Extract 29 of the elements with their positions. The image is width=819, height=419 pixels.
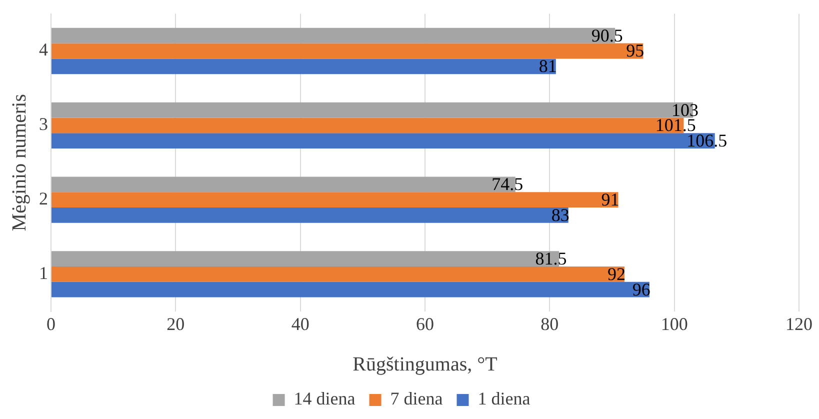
data-label: 103 bbox=[672, 100, 699, 120]
legend-label: 7 diena bbox=[390, 388, 443, 409]
legend-label: 14 diena bbox=[294, 388, 356, 409]
x-tick-label: 60 bbox=[416, 314, 434, 334]
data-label: 92 bbox=[607, 264, 626, 284]
x-tick-label: 100 bbox=[660, 314, 688, 334]
legend-label: 1 diena bbox=[478, 388, 530, 409]
x-tick-label: 0 bbox=[46, 314, 56, 334]
y-tick-label: 2 bbox=[39, 188, 48, 209]
y-tick-label: 1 bbox=[39, 262, 48, 283]
x-tick-label: 80 bbox=[540, 314, 559, 334]
bar bbox=[52, 207, 568, 223]
y-tick-label: 4 bbox=[39, 40, 48, 60]
data-label: 90.5 bbox=[591, 25, 623, 46]
bar bbox=[52, 58, 556, 74]
x-tick-label: 120 bbox=[786, 314, 812, 334]
x-tick-label: 40 bbox=[291, 314, 310, 334]
data-label: 91 bbox=[601, 190, 620, 210]
data-label: 81.5 bbox=[535, 248, 567, 269]
data-label: 74.5 bbox=[492, 174, 524, 194]
data-label: 81 bbox=[538, 56, 557, 76]
bar bbox=[52, 192, 618, 208]
y-axis-title: Mėginio numeris bbox=[8, 94, 30, 232]
bar bbox=[52, 43, 644, 59]
x-axis-title: Rūgštingumas, °T bbox=[352, 353, 498, 376]
bar bbox=[52, 266, 624, 282]
x-tick-label: 20 bbox=[166, 314, 185, 334]
bar bbox=[52, 282, 650, 298]
y-tick-label: 3 bbox=[39, 114, 48, 134]
